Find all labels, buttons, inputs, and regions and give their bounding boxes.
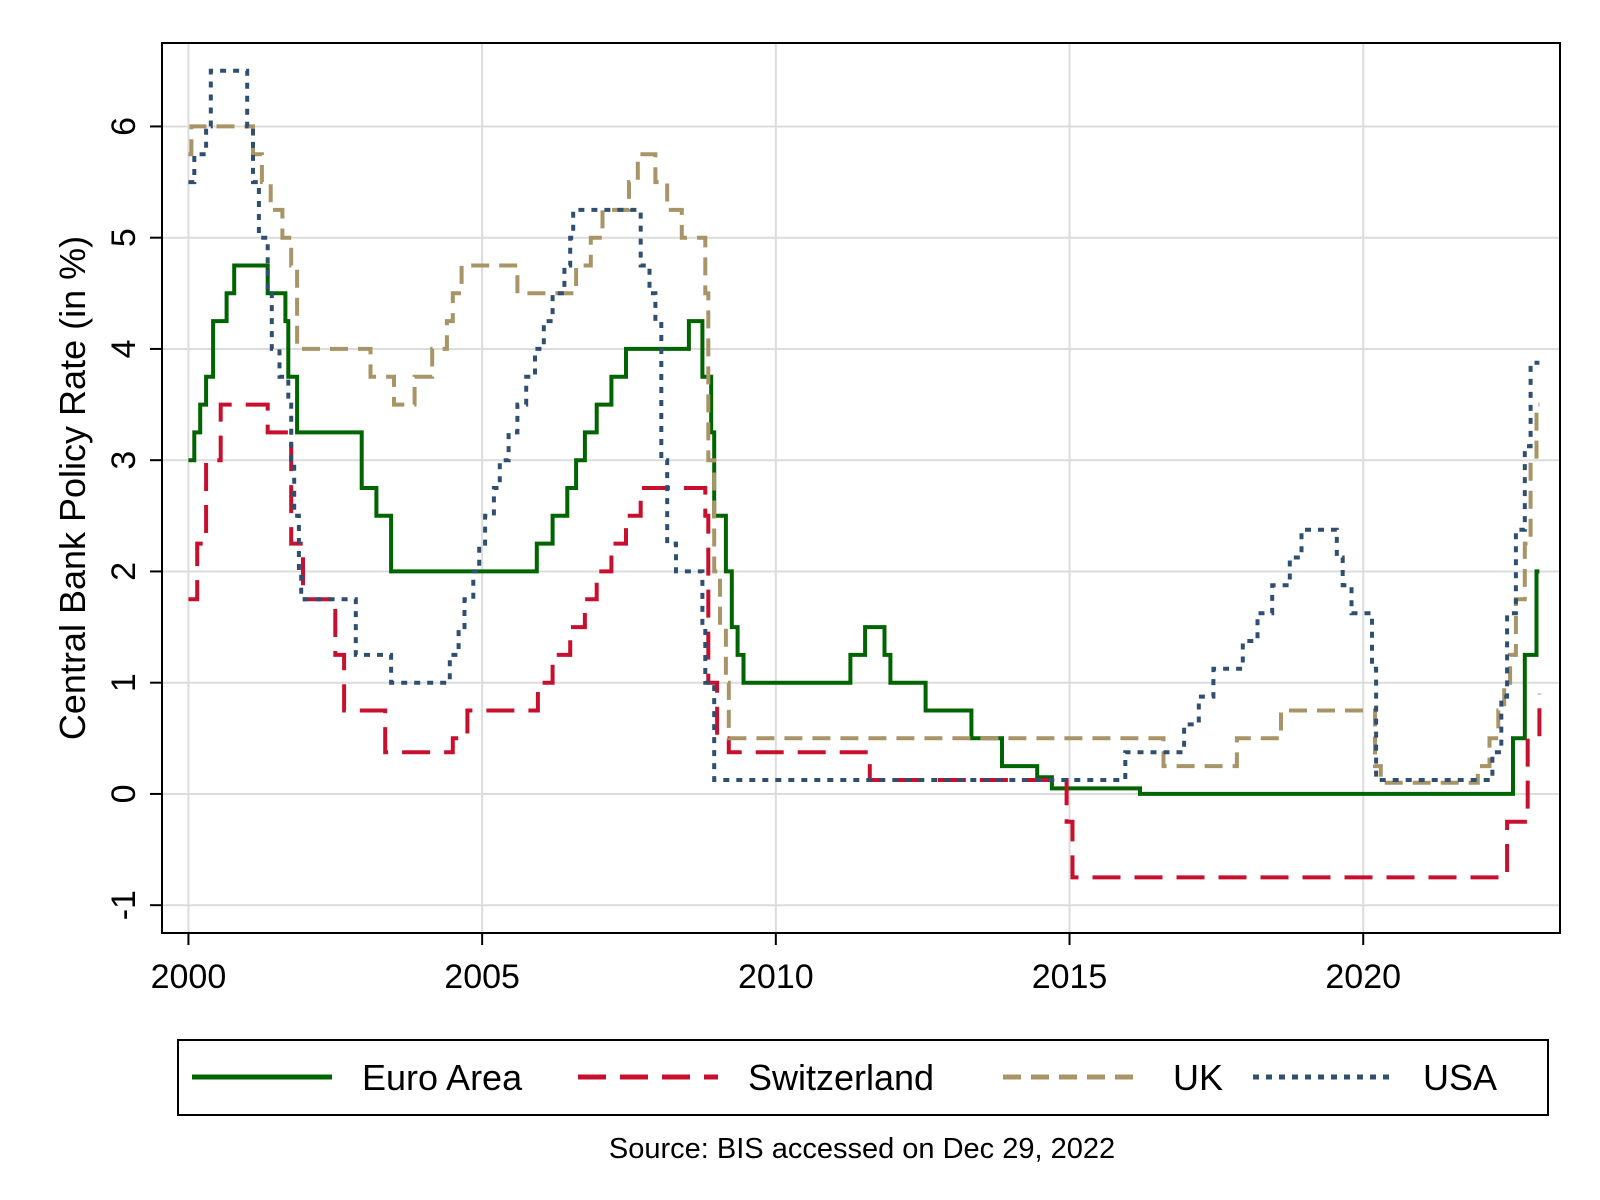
legend: Euro Area Switzerland UK USA — [177, 1039, 1549, 1116]
x-tick-label-2005: 2005 — [444, 958, 520, 996]
y-axis-title: Central Bank Policy Rate (in %) — [52, 236, 93, 740]
x-tick-label-2010: 2010 — [738, 958, 814, 996]
legend-label-uk: UK — [1173, 1057, 1223, 1098]
series-line-uk — [188, 124, 1540, 785]
x-tick-label-2020: 2020 — [1325, 958, 1401, 996]
y-tick-label-4: 4 — [105, 339, 143, 358]
source-note: Source: BIS accessed on Dec 29, 2022 — [609, 1133, 1115, 1165]
legend-label-switzerland: Switzerland — [748, 1057, 934, 1098]
series-line-usa — [188, 68, 1540, 782]
legend-label-euro-area: Euro Area — [362, 1057, 523, 1098]
x-tick-label-2000: 2000 — [151, 958, 227, 996]
series-layer — [188, 68, 1542, 880]
y-tick-label-5: 5 — [105, 228, 143, 247]
x-axis: 2000 2005 2010 2015 2020 — [151, 933, 1401, 996]
legend-label-usa: USA — [1423, 1057, 1497, 1098]
y-axis: -1 0 1 2 3 4 5 6 — [105, 117, 162, 920]
y-tick-label--1: -1 — [105, 890, 143, 920]
y-tick-label-3: 3 — [105, 451, 143, 470]
x-tick-label-2015: 2015 — [1032, 958, 1108, 996]
y-tick-label-0: 0 — [105, 784, 143, 803]
y-tick-label-1: 1 — [105, 673, 143, 692]
gridlines — [162, 43, 1560, 933]
plot-frame — [161, 42, 1561, 934]
y-tick-label-2: 2 — [105, 562, 143, 581]
series-line-switzerland — [188, 402, 1542, 880]
y-tick-label-6: 6 — [105, 117, 143, 136]
